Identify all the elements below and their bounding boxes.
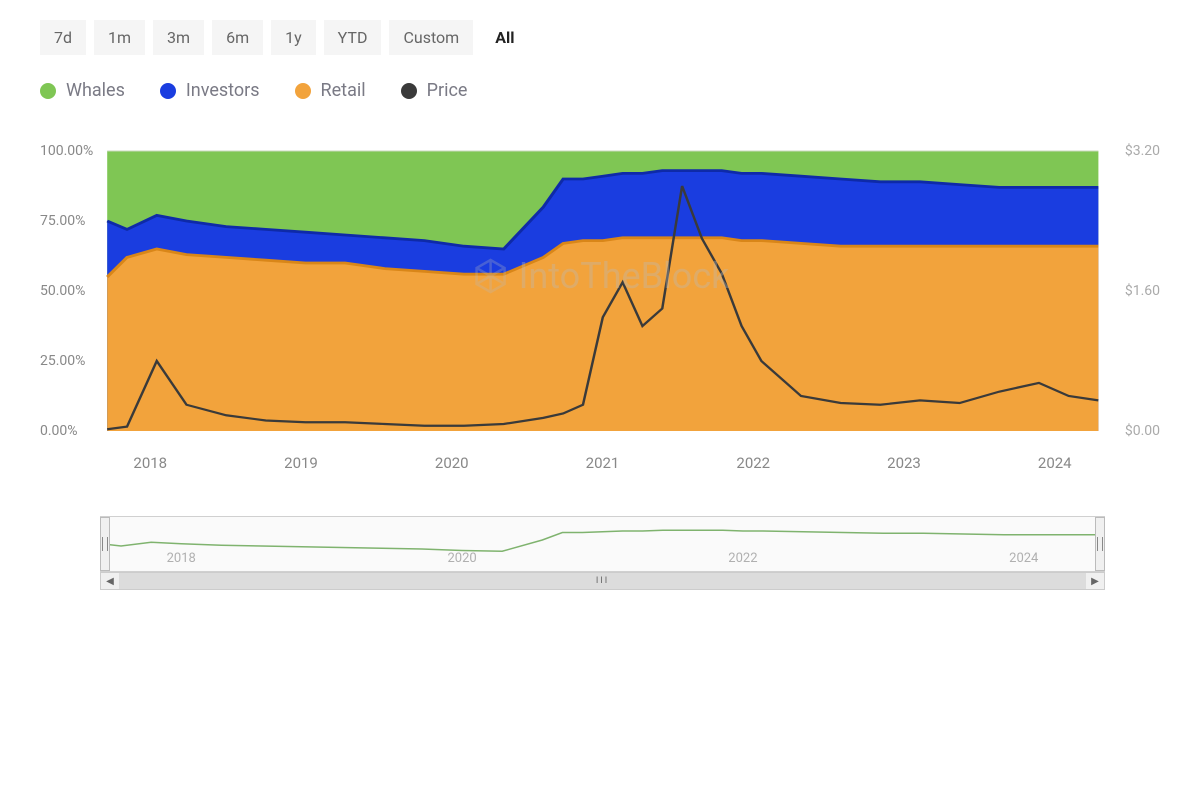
time-range-7d[interactable]: 7d bbox=[40, 20, 86, 55]
x-axis-tick: 2021 bbox=[586, 454, 620, 472]
navigator-handle-right[interactable] bbox=[1095, 517, 1105, 571]
scroll-right-arrow[interactable]: ▶ bbox=[1086, 573, 1104, 589]
x-axis-tick: 2022 bbox=[736, 454, 770, 472]
chart-legend: Whales Investors Retail Price bbox=[40, 80, 1160, 101]
scroll-left-arrow[interactable]: ◀ bbox=[101, 573, 119, 589]
y-left-tick: 75.00% bbox=[40, 213, 85, 229]
time-range-3m[interactable]: 3m bbox=[153, 20, 204, 55]
x-axis-tick: 2024 bbox=[1038, 454, 1072, 472]
time-range-selector: 7d1m3m6m1yYTDCustomAll bbox=[40, 20, 1160, 55]
legend-label: Investors bbox=[186, 80, 260, 101]
chart-navigator[interactable]: 2018202020222024 bbox=[100, 516, 1105, 572]
y-left-tick: 25.00% bbox=[40, 353, 85, 369]
legend-label: Price bbox=[427, 80, 468, 101]
main-chart[interactable]: 0.00% 25.00% 50.00% 75.00% 100.00% $0.00 $1.6… bbox=[40, 141, 1160, 441]
navigator-handle-left[interactable] bbox=[100, 517, 110, 571]
time-range-1y[interactable]: 1y bbox=[271, 20, 316, 55]
time-range-ytd[interactable]: YTD bbox=[324, 20, 382, 55]
y-right-tick: $1.60 bbox=[1125, 283, 1160, 299]
legend-dot-icon bbox=[295, 83, 311, 99]
y-left-tick: 0.00% bbox=[40, 423, 78, 439]
y-left-tick: 100.00% bbox=[40, 143, 93, 159]
scroll-thumb[interactable]: III bbox=[119, 573, 1086, 589]
legend-label: Retail bbox=[321, 80, 366, 101]
legend-dot-icon bbox=[40, 83, 56, 99]
x-axis-tick: 2019 bbox=[284, 454, 318, 472]
x-axis-labels: 2018 2019 2020 2021 2022 2023 2024 bbox=[100, 446, 1105, 476]
y-right-tick: $3.20 bbox=[1125, 143, 1160, 159]
x-axis-tick: 2023 bbox=[887, 454, 921, 472]
legend-item-retail[interactable]: Retail bbox=[295, 80, 366, 101]
y-left-tick: 50.00% bbox=[40, 283, 85, 299]
time-range-1m[interactable]: 1m bbox=[94, 20, 145, 55]
legend-item-investors[interactable]: Investors bbox=[160, 80, 260, 101]
legend-item-whales[interactable]: Whales bbox=[40, 80, 125, 101]
time-range-custom[interactable]: Custom bbox=[389, 20, 473, 55]
legend-dot-icon bbox=[401, 83, 417, 99]
legend-label: Whales bbox=[66, 80, 125, 101]
x-axis-tick: 2018 bbox=[133, 454, 167, 472]
legend-item-price[interactable]: Price bbox=[401, 80, 468, 101]
x-axis-tick: 2020 bbox=[435, 454, 469, 472]
time-range-6m[interactable]: 6m bbox=[212, 20, 263, 55]
y-right-tick: $0.00 bbox=[1125, 423, 1160, 439]
horizontal-scrollbar[interactable]: ◀ III ▶ bbox=[100, 572, 1105, 590]
legend-dot-icon bbox=[160, 83, 176, 99]
time-range-all[interactable]: All bbox=[481, 20, 528, 55]
